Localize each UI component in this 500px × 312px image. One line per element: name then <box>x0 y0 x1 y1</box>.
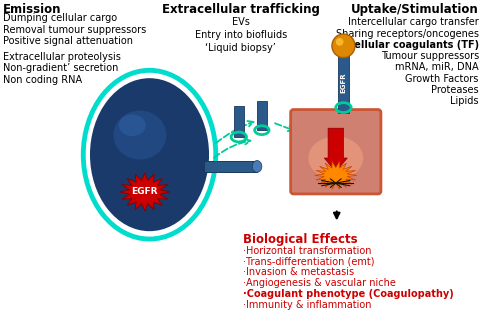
FancyArrow shape <box>234 106 244 137</box>
Text: ·Angiogenesis & vascular niche: ·Angiogenesis & vascular niche <box>242 278 396 288</box>
Text: ·Trans-differentiation (emt): ·Trans-differentiation (emt) <box>242 257 374 267</box>
Text: Proteases: Proteases <box>431 85 479 95</box>
Polygon shape <box>314 162 357 189</box>
Text: Tumour suppressors: Tumour suppressors <box>380 51 479 61</box>
Text: ·Horizontal transformation: ·Horizontal transformation <box>242 246 371 256</box>
FancyBboxPatch shape <box>290 110 381 194</box>
Circle shape <box>336 38 344 46</box>
Ellipse shape <box>90 78 209 231</box>
Text: Entry into biofluids: Entry into biofluids <box>194 30 287 40</box>
Text: EVs: EVs <box>232 17 250 27</box>
Ellipse shape <box>308 136 363 180</box>
Text: Non coding RNA: Non coding RNA <box>2 75 82 85</box>
FancyArrow shape <box>204 161 257 172</box>
Text: ‘Liquid biopsy’: ‘Liquid biopsy’ <box>206 43 276 53</box>
Ellipse shape <box>252 161 262 172</box>
Text: Dumping cellular cargo: Dumping cellular cargo <box>2 13 116 23</box>
Ellipse shape <box>119 115 146 136</box>
Text: Uptake/Stimulation: Uptake/Stimulation <box>351 3 479 16</box>
FancyArrow shape <box>257 101 266 130</box>
FancyArrow shape <box>338 54 348 113</box>
Polygon shape <box>120 173 170 211</box>
Text: Biological Effects: Biological Effects <box>242 233 358 246</box>
Text: Cellular coagulants (TF): Cellular coagulants (TF) <box>346 40 479 50</box>
FancyArrow shape <box>324 128 347 172</box>
Text: Sharing receptors/oncogenes: Sharing receptors/oncogenes <box>336 29 479 39</box>
Text: ·Coagulant phenotype (Coagulopathy): ·Coagulant phenotype (Coagulopathy) <box>242 289 454 299</box>
Text: Lipids: Lipids <box>450 96 479 106</box>
Text: ·Immunity & inflammation: ·Immunity & inflammation <box>242 300 371 310</box>
Text: ·Invasion & metastasis: ·Invasion & metastasis <box>242 267 354 277</box>
Text: Growth Factors: Growth Factors <box>406 74 479 84</box>
Text: mRNA, miR, DNA: mRNA, miR, DNA <box>395 62 479 72</box>
Text: Intercellular cargo transfer: Intercellular cargo transfer <box>348 17 479 27</box>
Text: Extracellular trafficking: Extracellular trafficking <box>162 3 320 16</box>
Text: Emission: Emission <box>2 3 61 16</box>
Text: EGFR: EGFR <box>132 188 158 197</box>
Text: Extracellular proteolysis: Extracellular proteolysis <box>2 52 120 62</box>
Text: Positive signal attenuation: Positive signal attenuation <box>2 36 132 46</box>
Circle shape <box>332 34 355 58</box>
Text: EGFR: EGFR <box>340 73 346 93</box>
Text: Non-gradient’ secretion: Non-gradient’ secretion <box>2 63 118 73</box>
Ellipse shape <box>114 110 166 159</box>
Text: Removal tumour suppressors: Removal tumour suppressors <box>2 25 146 35</box>
